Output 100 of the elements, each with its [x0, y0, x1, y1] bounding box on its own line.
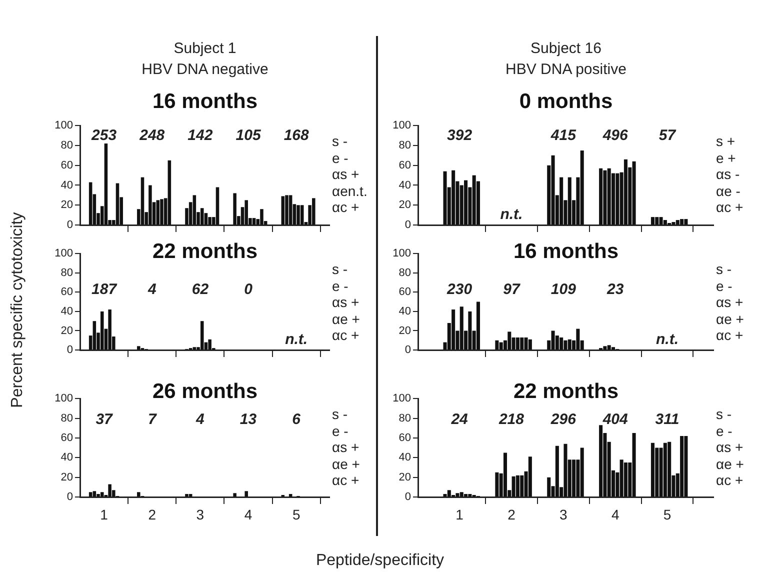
bar	[650, 217, 654, 224]
bar	[599, 168, 603, 224]
y-tick-label: 20	[398, 199, 411, 212]
bar	[168, 160, 172, 224]
annotation: 253	[90, 127, 118, 144]
bar	[516, 475, 520, 496]
x-tick-label: 1	[100, 506, 108, 522]
y-tick-label: 20	[60, 199, 73, 212]
bar	[200, 321, 204, 350]
y-tick-label: 0	[404, 219, 411, 232]
text: e -	[716, 278, 734, 294]
bar	[443, 171, 447, 224]
text: e +	[716, 150, 737, 166]
text: s -	[716, 261, 733, 278]
annotation: 496	[602, 127, 628, 144]
y-tick-label: 40	[60, 305, 73, 318]
y-tick-label: 100	[54, 248, 73, 260]
text: αc +	[332, 472, 360, 488]
annotation: n.t.	[285, 331, 308, 348]
text: s -	[332, 261, 349, 278]
bar	[192, 195, 196, 224]
y-tick-label: 80	[60, 140, 73, 152]
bar	[104, 143, 108, 224]
text: s +	[716, 133, 736, 150]
bar	[252, 218, 256, 224]
bar	[650, 442, 654, 496]
y-tick-label: 40	[398, 179, 411, 192]
bar	[88, 182, 92, 224]
y-tick-label: 80	[60, 412, 73, 424]
annotation: n.t.	[500, 206, 523, 224]
chart-title: 26 months	[151, 380, 259, 404]
text: αc +	[716, 199, 744, 216]
x-tick-label: 2	[508, 506, 516, 522]
annotation: 4	[146, 281, 157, 298]
annotation: 7	[148, 411, 157, 428]
bar	[464, 180, 468, 224]
bar	[599, 425, 603, 496]
annotation: 6	[292, 411, 302, 428]
bar	[208, 339, 212, 350]
annotation: 109	[550, 281, 577, 298]
bar	[655, 217, 659, 224]
y-tick-label: 40	[398, 305, 411, 318]
bar	[476, 302, 480, 350]
bar	[620, 460, 624, 496]
text: e -	[332, 422, 350, 439]
bar	[603, 170, 607, 224]
bar	[281, 196, 285, 224]
annotation: n.t.	[656, 331, 679, 348]
text: αc +	[716, 327, 744, 344]
y-tick-label: 100	[392, 120, 411, 132]
bar	[148, 185, 152, 224]
y-tick-label: 0	[404, 344, 411, 356]
x-tick-label: 2	[148, 506, 156, 522]
annotation: 37	[96, 411, 114, 428]
bar	[160, 199, 164, 224]
bar	[576, 328, 580, 350]
bar	[296, 205, 300, 224]
bar	[460, 306, 464, 350]
annotation: 23	[606, 281, 624, 298]
y-tick-label: 40	[60, 452, 73, 464]
y-tick-label: 60	[60, 432, 73, 444]
bar	[452, 310, 456, 350]
text: αe +	[716, 310, 745, 327]
annotation: 168	[284, 127, 310, 144]
bar	[100, 311, 104, 350]
bar	[551, 330, 555, 350]
bar	[140, 177, 144, 224]
text: αs +	[716, 439, 744, 456]
x-tick-label: 1	[456, 506, 464, 522]
bar	[137, 492, 140, 496]
bar	[472, 175, 476, 224]
chart-title: 0 months	[518, 90, 614, 114]
text: αe +	[716, 456, 745, 472]
bar	[572, 460, 576, 496]
text: αs +	[332, 439, 360, 456]
bar	[555, 446, 559, 496]
y-tick-label: 40	[398, 452, 411, 464]
y-tick-label: 20	[60, 324, 73, 337]
bar	[92, 491, 96, 496]
bar	[663, 220, 667, 224]
bar	[528, 456, 532, 496]
bar	[285, 195, 288, 224]
text: αs +	[332, 166, 360, 182]
bar	[516, 337, 520, 350]
annotation: 187	[92, 281, 118, 298]
text: αe +	[332, 310, 361, 327]
bar	[616, 173, 620, 224]
bar	[503, 452, 508, 496]
bar	[499, 342, 503, 350]
chart-subtitle: Subject 16 HBV DNA positive	[504, 39, 628, 80]
text: e -	[332, 278, 350, 294]
y-tick-label: 60	[60, 159, 73, 172]
bar	[547, 477, 551, 496]
text: e -	[332, 150, 350, 166]
bar	[580, 448, 584, 496]
y-tick-label: 60	[398, 286, 411, 298]
bar	[92, 321, 96, 350]
annotation: 218	[498, 411, 525, 428]
annotation: 105	[236, 127, 262, 144]
bar	[564, 340, 568, 350]
